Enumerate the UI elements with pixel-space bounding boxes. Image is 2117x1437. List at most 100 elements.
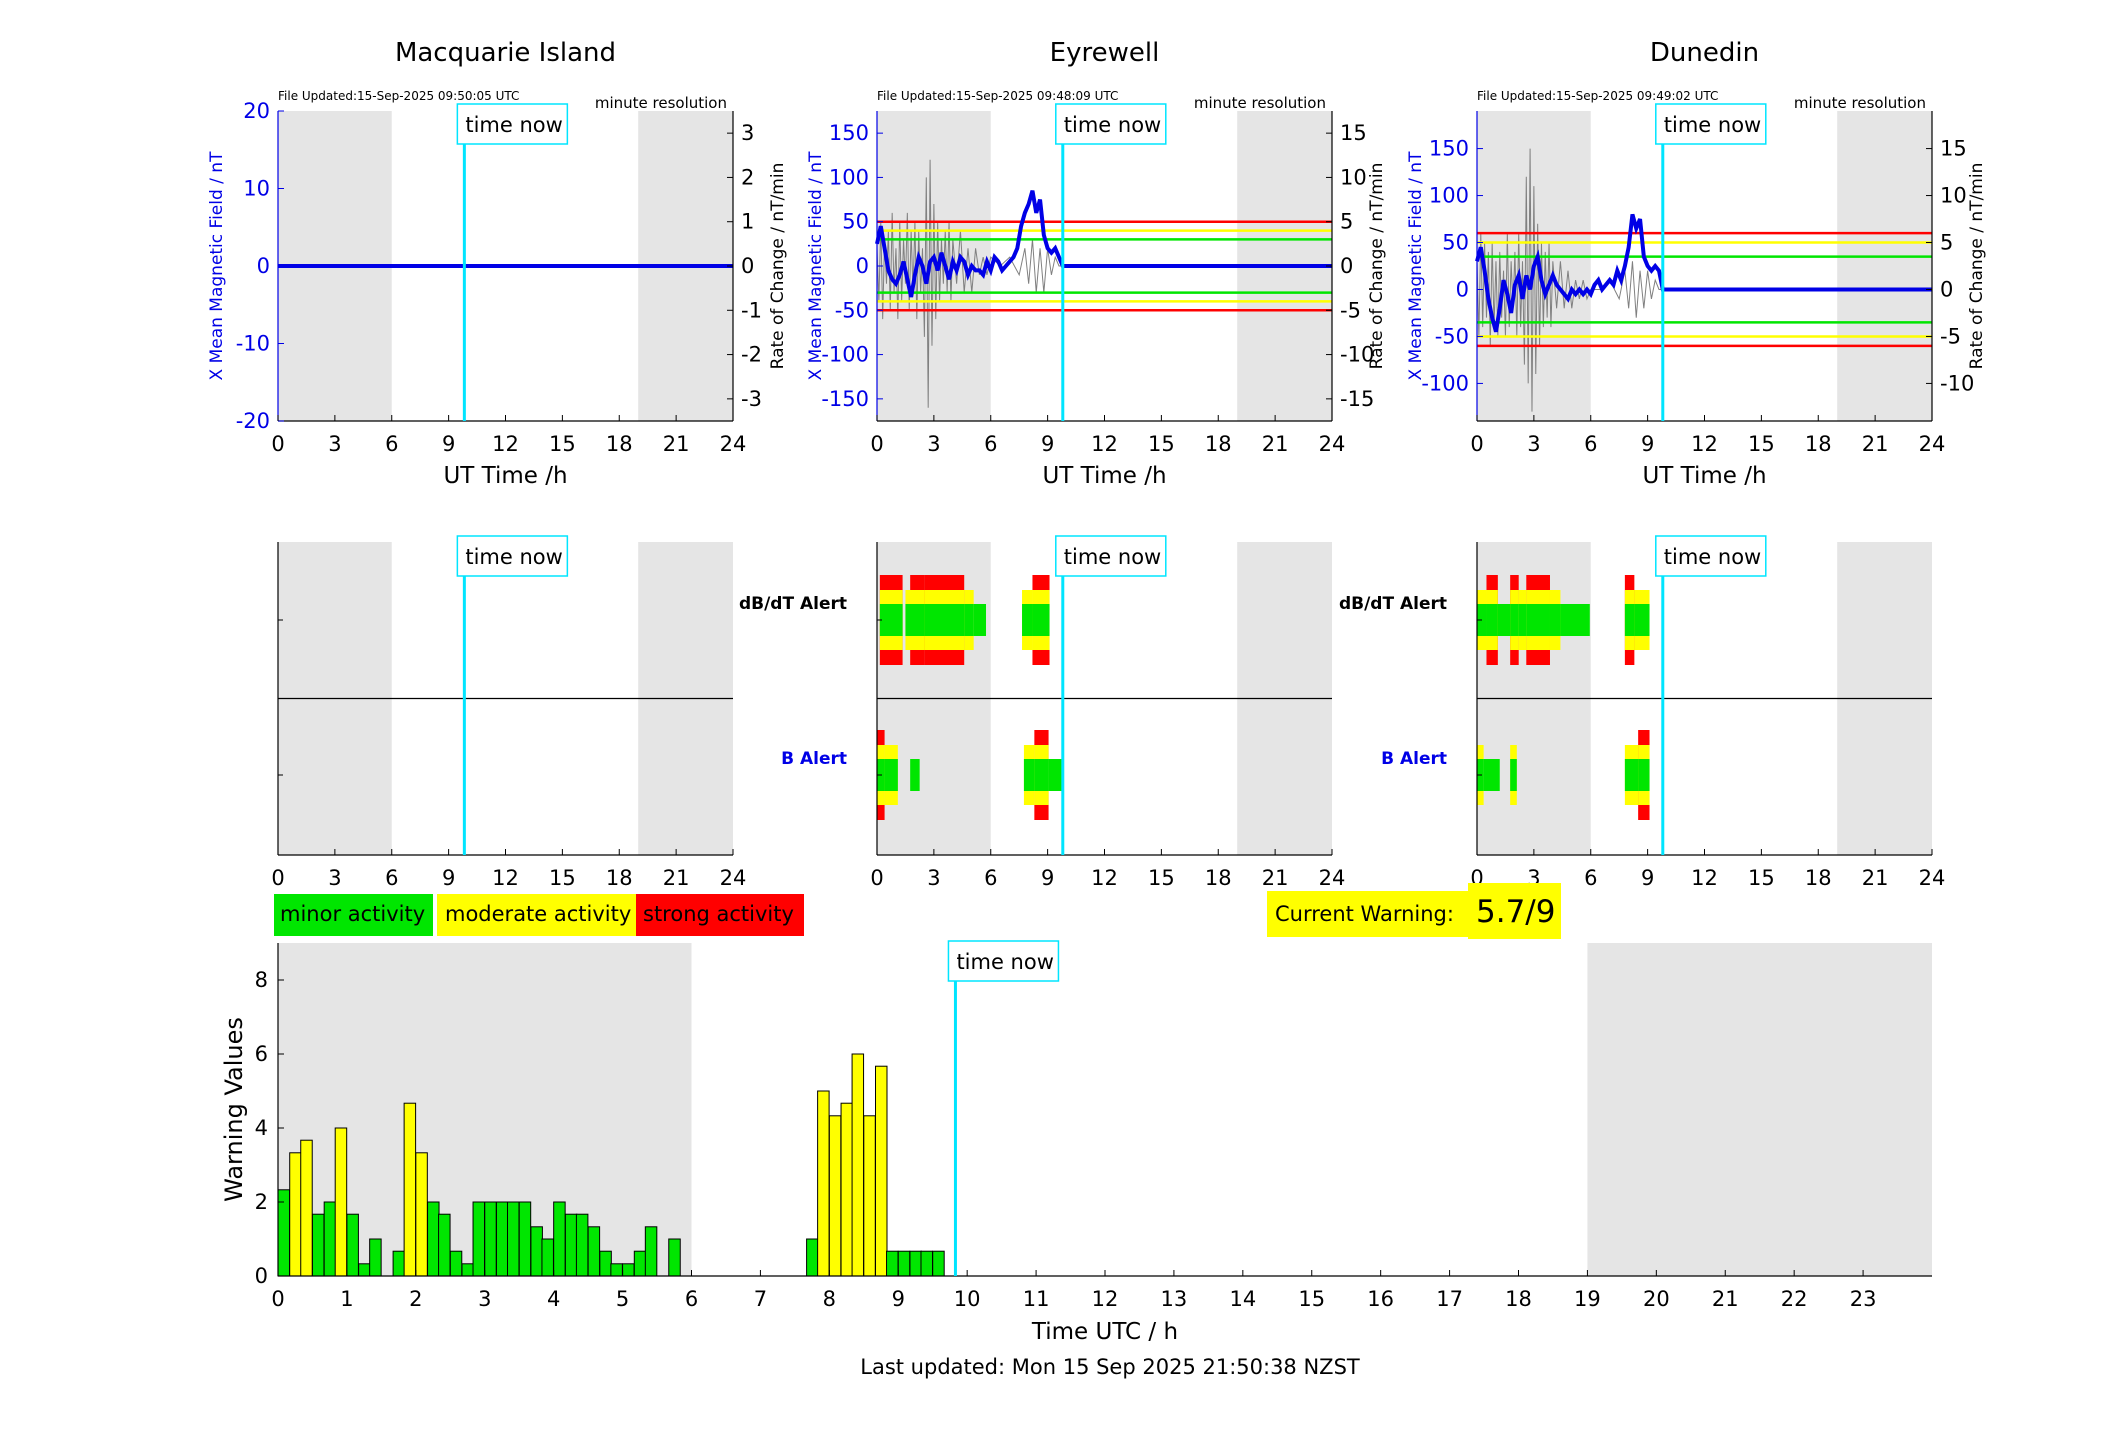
x-tick-label: 15 <box>549 432 576 456</box>
y-tick-label-right: 10 <box>1940 184 1967 208</box>
b-alert-row-label: B Alert <box>781 749 847 769</box>
y-tick-label-left: 150 <box>1429 137 1469 161</box>
warning-bar <box>851 1053 865 1277</box>
b-alert-minor <box>1483 759 1500 791</box>
current-warning-label: Current Warning: <box>1275 902 1454 926</box>
y-tick-label-right: 5 <box>1940 231 1953 255</box>
file-updated-text: File Updated:15-Sep-2025 09:50:05 UTC <box>278 89 519 103</box>
x-tick-label: 12 <box>1691 432 1718 456</box>
x-tick-label: 24 <box>1919 432 1946 456</box>
panel-title: Macquarie Island <box>395 38 616 68</box>
warning-bar <box>541 1238 554 1277</box>
alert-panel-macquarie-island: 0 3 6 9 12 15 18 21 24 time now <box>271 535 747 890</box>
x-tick-label: 24 <box>720 866 747 890</box>
file-updated-text: File Updated:15-Sep-2025 09:49:02 UTC <box>1477 89 1718 103</box>
y-tick-label-right: 5 <box>1340 210 1353 234</box>
x-tick-label: 12 <box>492 432 519 456</box>
y-tick-label-left: -100 <box>821 343 869 367</box>
x-tick-label: 9 <box>1041 432 1054 456</box>
dbdt-alert-minor <box>1497 604 1511 636</box>
warning-bar <box>644 1226 658 1277</box>
x-axis-label: UT Time /h <box>1042 463 1166 489</box>
y-tick-label: 8 <box>255 968 268 992</box>
y-tick-label-right: 2 <box>741 165 754 189</box>
y-tick-label-left: 0 <box>856 254 869 278</box>
warning-bar <box>575 1213 589 1277</box>
x-tick-label: 11 <box>1023 1287 1050 1311</box>
warning-bar <box>587 1226 601 1277</box>
x-tick-label: 0 <box>870 866 883 890</box>
night-shading <box>1587 943 1932 1276</box>
x-tick-label: 6 <box>685 1287 698 1311</box>
warning-bar <box>886 1250 899 1277</box>
b-alert-minor <box>910 759 920 791</box>
warning-bar <box>668 1238 681 1277</box>
y-tick-label-left: -150 <box>821 387 869 411</box>
warning-bar <box>484 1201 497 1277</box>
x-tick-label: 0 <box>1470 432 1483 456</box>
activity-legend: minor activity moderate activity strong … <box>274 894 804 936</box>
x-tick-label: 15 <box>549 866 576 890</box>
x-tick-label: 6 <box>385 866 398 890</box>
current-warning: Current Warning: 5.7/9 <box>1267 883 1561 939</box>
dbdt-alert-minor <box>1549 604 1561 636</box>
dbdt-alert-minor <box>1526 604 1550 636</box>
y-tick-label: 6 <box>255 1042 268 1066</box>
x-tick-label: 24 <box>1319 432 1346 456</box>
legend-moderate-swatch <box>437 894 636 936</box>
dbdt-alert-minor <box>1022 604 1033 636</box>
dbdt-alert-minor <box>1518 604 1527 636</box>
x-tick-label: 21 <box>1262 432 1289 456</box>
time-now-box <box>456 535 569 577</box>
x-tick-label: 16 <box>1367 1287 1394 1311</box>
warning-bar <box>840 1102 854 1277</box>
dbdt-alert-minor <box>1634 604 1650 636</box>
dbdt-alert-minor <box>1624 604 1635 636</box>
file-updated-text: File Updated:15-Sep-2025 09:48:09 UTC <box>877 89 1118 103</box>
x-tick-label: 17 <box>1436 1287 1463 1311</box>
panel-title: Dunedin <box>1650 38 1759 68</box>
x-tick-label: 3 <box>927 866 940 890</box>
alert-panel-eyrewell: 0 3 6 9 12 15 18 21 24 dB/dT Alert B Alert time now <box>739 535 1345 890</box>
y-tick-label-right: 10 <box>1340 165 1367 189</box>
y-tick-label-right: 0 <box>1340 254 1353 278</box>
warning-bar <box>334 1127 348 1277</box>
y-tick-label-left: -100 <box>1421 371 1469 395</box>
y-tick-label-right: -10 <box>1940 371 1974 395</box>
warning-bar <box>277 1189 290 1277</box>
x-tick-label: 15 <box>1748 432 1775 456</box>
current-warning-label-box <box>1267 891 1470 937</box>
y-tick-label-right: 0 <box>741 254 754 278</box>
warning-bar <box>300 1139 313 1277</box>
y-tick-label-left: -10 <box>236 332 270 356</box>
dbdt-alert-row-label: dB/dT Alert <box>739 594 847 614</box>
x-axis-label: Time UTC / h <box>1031 1319 1178 1345</box>
warning-bar <box>311 1213 325 1277</box>
y-tick-label-right: 0 <box>1940 277 1953 301</box>
legend-minor-label: minor activity <box>280 902 425 926</box>
y-axis-label-left: X Mean Magnetic Field / nT <box>1406 151 1426 381</box>
b-alert-minor <box>1510 759 1517 791</box>
x-tick-label: 23 <box>1850 1287 1877 1311</box>
dbdt-alert-minor <box>910 604 925 636</box>
time-now-box <box>1055 103 1167 145</box>
warning-bar <box>518 1201 532 1277</box>
b-alert-minor <box>884 759 898 791</box>
panel-title: Eyrewell <box>1050 38 1160 68</box>
time-now-label: time now <box>465 113 562 137</box>
x-tick-label: 15 <box>1298 1287 1325 1311</box>
x-tick-label: 18 <box>1805 432 1832 456</box>
y-tick-label-left: -50 <box>835 298 869 322</box>
warning-bar <box>403 1102 417 1277</box>
x-tick-label: 21 <box>663 866 690 890</box>
y-tick-label-left: 0 <box>1456 277 1469 301</box>
x-tick-label: 12 <box>492 866 519 890</box>
x-tick-label: 3 <box>328 432 341 456</box>
x-tick-label: 12 <box>1691 866 1718 890</box>
b-alert-minor <box>1624 759 1639 791</box>
x-tick-label: 20 <box>1643 1287 1670 1311</box>
